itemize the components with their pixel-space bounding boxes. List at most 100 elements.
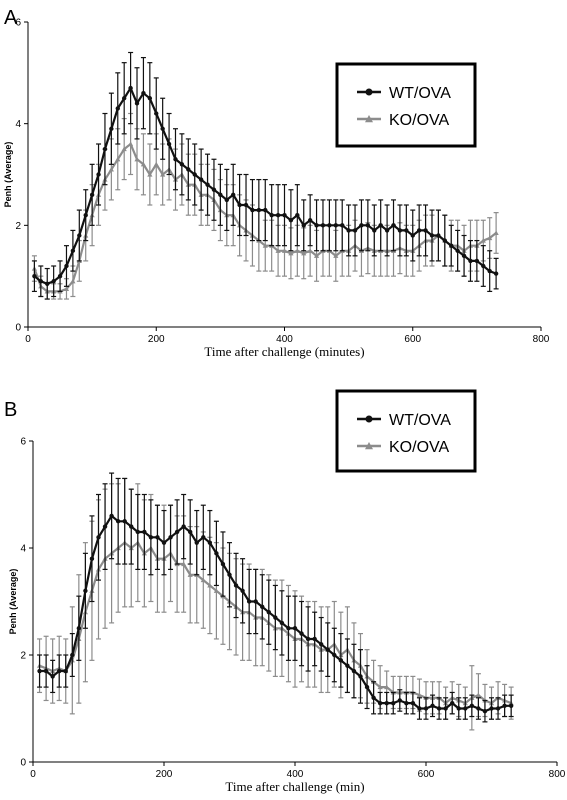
data-point — [148, 535, 154, 540]
data-point — [135, 529, 140, 535]
data-point — [115, 156, 121, 162]
x-axis-title: Time after challenge (min) — [225, 779, 364, 794]
data-point — [487, 235, 493, 241]
data-point — [213, 588, 219, 593]
data-point — [200, 577, 206, 583]
data-point — [224, 197, 229, 203]
data-point — [198, 177, 204, 182]
x-tick-label: 600 — [404, 334, 421, 345]
data-point — [423, 706, 429, 711]
data-point — [214, 551, 219, 556]
data-point — [246, 599, 252, 604]
data-point — [128, 141, 134, 147]
data-point — [404, 700, 409, 706]
data-point — [288, 250, 294, 256]
x-tick-label: 400 — [276, 334, 293, 345]
data-point — [442, 238, 448, 243]
data-point — [121, 146, 127, 152]
data-point — [295, 212, 300, 218]
legend-label: KO/OVA — [389, 439, 449, 456]
data-point — [487, 268, 492, 274]
data-point — [218, 192, 223, 198]
data-point — [436, 233, 441, 238]
data-point — [102, 146, 108, 152]
data-point — [384, 228, 390, 233]
legend-marker — [365, 88, 373, 96]
data-point — [147, 171, 153, 177]
data-point — [384, 700, 389, 706]
data-point — [372, 228, 377, 233]
data-point — [207, 582, 213, 588]
data-point — [45, 281, 50, 286]
y-tick-label: 0 — [15, 323, 21, 334]
data-point — [128, 85, 133, 91]
panel-label: A — [4, 7, 18, 29]
data-point — [333, 223, 338, 228]
data-point — [96, 535, 101, 540]
data-point — [391, 223, 396, 228]
data-point — [455, 248, 460, 253]
data-point — [181, 561, 187, 567]
data-point — [481, 263, 486, 269]
data-point — [378, 223, 383, 228]
data-point — [262, 243, 268, 248]
data-point — [301, 250, 307, 256]
data-point — [456, 706, 461, 711]
y-tick-label: 4 — [20, 544, 26, 555]
data-point — [115, 106, 120, 111]
data-point — [76, 626, 82, 631]
data-point — [332, 652, 337, 658]
data-point — [269, 212, 274, 218]
x-tick-label: 600 — [418, 769, 435, 780]
data-point — [77, 233, 82, 238]
data-point — [109, 126, 114, 131]
data-point — [299, 631, 304, 636]
data-point — [70, 278, 76, 284]
data-point — [397, 228, 403, 233]
data-point — [474, 258, 480, 264]
data-point — [140, 161, 147, 167]
data-point — [371, 695, 376, 700]
data-point — [186, 167, 191, 172]
data-point — [468, 258, 473, 264]
data-point — [173, 157, 178, 162]
data-point — [256, 207, 262, 213]
data-point — [294, 248, 300, 253]
y-tick-label: 6 — [20, 437, 26, 448]
data-point — [482, 708, 488, 714]
data-point — [147, 96, 153, 101]
data-point — [495, 706, 501, 711]
data-point — [188, 529, 193, 535]
legend-marker — [365, 442, 373, 450]
y-axis-title: Penh (Average) — [8, 569, 18, 635]
data-point — [179, 162, 185, 167]
data-point — [377, 684, 383, 690]
data-point — [475, 692, 481, 698]
data-point — [384, 684, 390, 690]
data-point — [279, 620, 285, 626]
data-point — [181, 524, 186, 529]
data-point — [346, 228, 351, 233]
data-point — [253, 599, 258, 604]
data-point — [142, 529, 147, 535]
data-point — [275, 248, 281, 253]
data-point — [250, 207, 255, 213]
data-point — [89, 556, 95, 561]
data-point — [450, 700, 455, 706]
y-tick-label: 0 — [20, 758, 26, 769]
data-point — [201, 535, 206, 540]
data-point — [359, 223, 364, 228]
data-point — [476, 706, 481, 711]
data-point — [377, 700, 383, 706]
data-point — [288, 218, 294, 223]
data-point — [273, 615, 278, 620]
data-point — [63, 668, 68, 674]
data-point — [461, 253, 467, 259]
data-point — [480, 237, 486, 243]
data-point — [469, 703, 475, 709]
data-point — [313, 253, 320, 258]
data-point — [57, 668, 62, 674]
data-point — [194, 540, 199, 545]
data-point — [115, 519, 121, 524]
data-point — [83, 588, 88, 593]
